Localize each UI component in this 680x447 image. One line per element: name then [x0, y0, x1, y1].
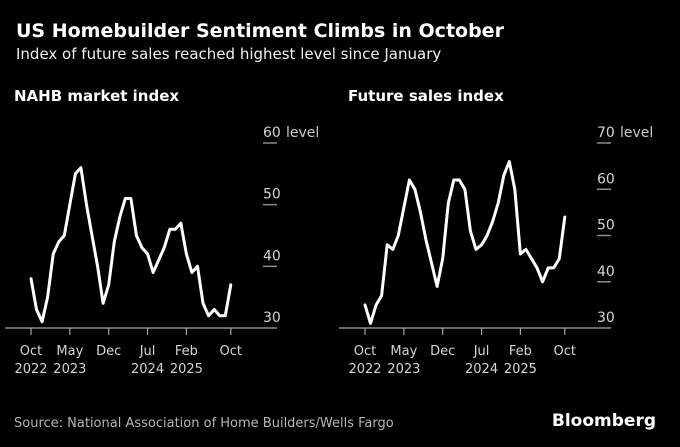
x-tick-month: Jul — [473, 344, 490, 359]
x-tick-month: Feb — [175, 344, 198, 359]
y-tick-label: 60 — [263, 125, 281, 141]
x-tick-month: Oct — [554, 344, 576, 359]
x-tick-year: 2025 — [170, 362, 203, 377]
x-tick-year: 2022 — [348, 362, 381, 377]
x-tick-month: Oct — [220, 344, 242, 359]
y-axis-unit-label: level — [286, 125, 319, 141]
x-tick-year: 2023 — [53, 362, 86, 377]
chart-subtitle: Index of future sales reached highest le… — [16, 45, 442, 63]
y-tick-label: 40 — [263, 248, 281, 264]
nahb-market-index-chart: 30 40 50 60 level Oct 2022 May 2023 Dec Jul 2024 Feb… — [5, 125, 319, 377]
bloomberg-logo: Bloomberg — [551, 411, 656, 431]
y-tick-label: 30 — [597, 310, 615, 326]
y-tick-label: 70 — [597, 125, 615, 141]
x-tick-month: May — [390, 344, 417, 359]
x-tick-year: 2022 — [14, 362, 47, 377]
y-tick-label: 60 — [597, 171, 615, 187]
y-tick-label: 50 — [597, 218, 615, 234]
panel-title-future-sales-index: Future sales index — [348, 87, 504, 105]
y-tick-label: 30 — [263, 310, 281, 326]
x-tick-year: 2023 — [387, 362, 420, 377]
x-tick-month: Oct — [20, 344, 42, 359]
nahb-market-index-series-line — [29, 166, 233, 324]
x-tick-year: 2024 — [131, 362, 164, 377]
future-sales-index-series-line — [363, 160, 567, 325]
x-tick-month: May — [56, 344, 83, 359]
y-tick-label: 40 — [597, 264, 615, 280]
panel-title-nahb-market-index: NAHB market index — [14, 87, 180, 105]
future-sales-index-chart: 30 40 50 60 70 level Oct 2022 May 2023 Dec Jul 2024 F… — [339, 125, 653, 377]
x-tick-month: Dec — [96, 344, 121, 359]
x-tick-month: Feb — [509, 344, 532, 359]
x-tick-year: 2024 — [465, 362, 498, 377]
chart-title: US Homebuilder Sentiment Climbs in Octob… — [16, 20, 504, 42]
x-tick-month: Oct — [354, 344, 376, 359]
x-tick-year: 2025 — [504, 362, 537, 377]
y-axis-unit-label: level — [620, 125, 653, 141]
y-tick-label: 50 — [263, 187, 281, 203]
source-note: Source: National Association of Home Bui… — [14, 416, 394, 431]
x-tick-month: Dec — [430, 344, 455, 359]
x-tick-month: Jul — [139, 344, 156, 359]
